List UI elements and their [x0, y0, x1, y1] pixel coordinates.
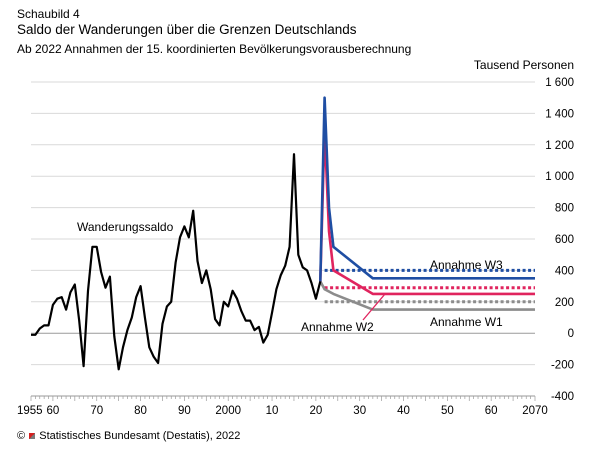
copyright-icon: ©	[17, 430, 26, 442]
annotation-w3: Annahme W3	[430, 258, 503, 272]
x-tick-label: 60	[47, 405, 60, 417]
chart-subtitle: Ab 2022 Annahmen der 15. koordinierten B…	[17, 42, 412, 56]
y-tick-label: 1 000	[545, 171, 574, 183]
x-tick-label: 30	[353, 405, 366, 417]
x-tick-label: 1955	[17, 405, 43, 417]
y-tick-label: 1 400	[545, 108, 574, 120]
x-tick-label: 50	[441, 405, 454, 417]
chart-annotations: Wanderungssaldo Annahme W3 Annahme W1 Annah…	[77, 220, 503, 334]
y-tick-label: -400	[551, 391, 574, 403]
y-tick-label: 1 600	[545, 77, 574, 89]
y-axis-label: Tausend Personen	[474, 58, 574, 72]
x-tick-label: 10	[266, 405, 279, 417]
y-tick-label: 200	[555, 297, 574, 309]
x-tick-label: 20	[309, 405, 322, 417]
annotation-wanderungssaldo: Wanderungssaldo	[77, 220, 174, 234]
annotation-w2-leader-line	[362, 293, 386, 321]
x-axis: 1955 60 70 80 90 2000 10 20 30 40 50 60 2070	[17, 395, 548, 417]
chart-title: Saldo der Wanderungen über die Grenzen D…	[17, 22, 357, 37]
x-tick-label: 60	[485, 405, 498, 417]
y-tick-label: -200	[551, 360, 574, 372]
series-historical-line	[31, 153, 322, 371]
x-tick-label: 80	[134, 405, 147, 417]
y-tick-label: 800	[555, 203, 574, 215]
source-text: Statistisches Bundesamt (Destatis), 2022	[39, 430, 241, 442]
x-tick-label: 70	[90, 405, 103, 417]
grid-lines	[31, 81, 535, 397]
source-footer: © Statistisches Bundesamt (Destatis), 20…	[17, 430, 240, 442]
x-tick-label: 2000	[215, 405, 241, 417]
series-w1-line	[319, 280, 535, 311]
x-tick-label: 90	[178, 405, 191, 417]
annotation-w1: Annahme W1	[430, 315, 503, 329]
x-tick-label: 2070	[522, 405, 548, 417]
series-w3-line	[319, 96, 535, 282]
y-axis: -400 -200 0 200 400 600 800 1 000 1 200 1 400 1 60…	[474, 58, 574, 403]
y-tick-label: 600	[555, 234, 574, 246]
x-tick-label: 40	[397, 405, 410, 417]
annotation-w2: Annahme W2	[301, 320, 374, 334]
chart-series	[31, 96, 535, 371]
y-tick-label: 0	[568, 328, 574, 340]
destatis-logo-icon	[29, 432, 36, 439]
y-tick-label: 1 200	[545, 140, 574, 152]
y-tick-label: 400	[555, 265, 574, 277]
chart-kicker: Schaubild 4	[17, 7, 80, 21]
